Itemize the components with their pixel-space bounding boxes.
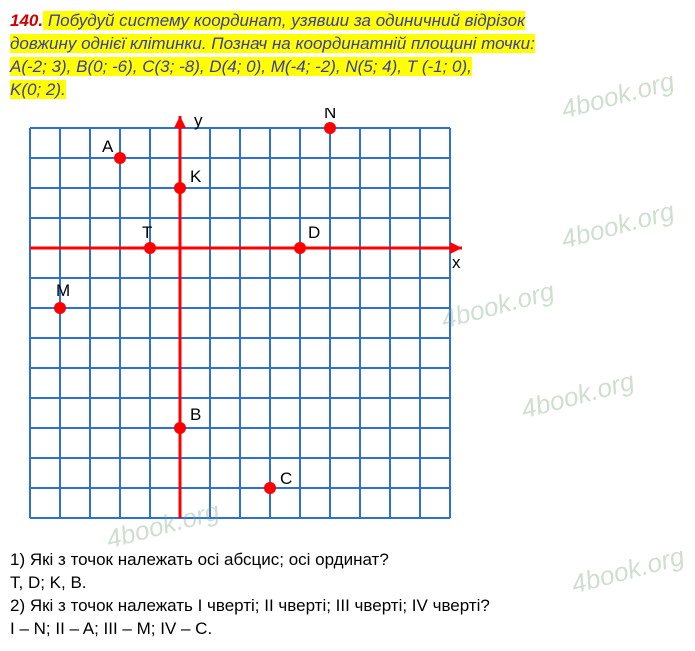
svg-text:x: x xyxy=(452,253,461,272)
svg-text:y: y xyxy=(194,111,203,130)
prompt-text-1: Побудуй систему координат, узявши за оди… xyxy=(43,11,525,30)
points-list-1: A(-2; 3), B(0; -6), C(3; -8), D(4; 0), M… xyxy=(10,57,472,76)
coordinate-chart: y x A K N T D M B C xyxy=(10,108,685,543)
svg-text:A: A xyxy=(102,137,114,156)
points-list-2: K(0; 2). xyxy=(10,80,66,99)
answer-1: T, D; K, B. xyxy=(10,572,685,595)
grid-svg: y x A K N T D M B C xyxy=(10,108,470,538)
task-prompt: 140. Побудуй систему координат, узявши з… xyxy=(10,10,685,102)
svg-text:T: T xyxy=(142,223,152,242)
svg-text:N: N xyxy=(324,108,336,122)
prompt-text-2: довжину однієї клітинки. Познач на коорд… xyxy=(10,34,535,53)
svg-text:K: K xyxy=(190,167,202,186)
svg-text:D: D xyxy=(308,223,320,242)
svg-text:M: M xyxy=(56,281,70,300)
answer-2: I – N; II – A; III – M; IV – C. xyxy=(10,618,685,641)
question-2: 2) Які з точок належать I чверті; II чве… xyxy=(10,595,685,618)
svg-text:B: B xyxy=(190,405,201,424)
answers-block: 1) Які з точок належать осі абсцис; осі … xyxy=(10,549,685,641)
svg-text:C: C xyxy=(280,469,292,488)
task-number: 140. xyxy=(10,11,43,30)
question-1: 1) Які з точок належать осі абсцис; осі … xyxy=(10,549,685,572)
